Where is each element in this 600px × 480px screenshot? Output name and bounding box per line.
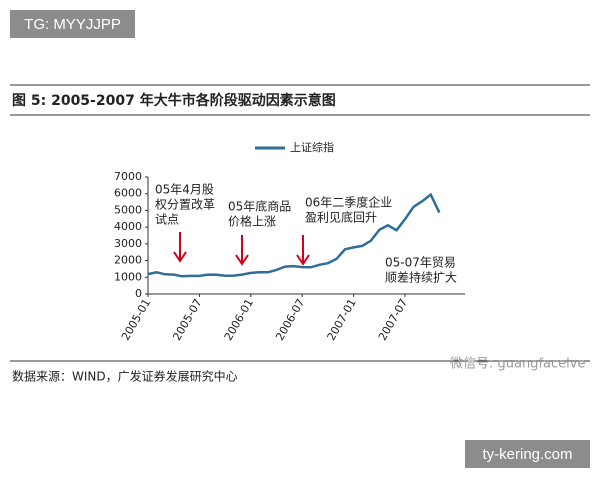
y-tick-label: 2000 xyxy=(114,254,142,267)
footer-badge: ty-kering.com xyxy=(465,440,590,468)
annotation: 05-07年贸易 xyxy=(385,256,456,270)
x-tick-label: 2006-07 xyxy=(273,297,307,343)
legend-label: 上证综指 xyxy=(290,140,334,154)
annotation: 05年4月股 xyxy=(155,183,214,197)
annotation: 盈利见底回升 xyxy=(305,210,377,225)
y-tick-label: 3000 xyxy=(114,237,142,250)
y-tick-label: 5000 xyxy=(114,203,142,216)
annotation: 价格上涨 xyxy=(228,214,276,229)
badge: TG: MYYJJPP xyxy=(10,10,135,38)
annotation: 权分置改革 xyxy=(155,198,215,212)
annotation: 05年底商品 xyxy=(228,199,291,214)
x-tick-label: 2006-01 xyxy=(222,297,256,343)
x-tick-label: 2007-07 xyxy=(376,297,410,343)
source: 数据来源：WIND，广发证券发展研究中心 xyxy=(12,369,238,384)
y-tick-label: 7000 xyxy=(114,170,142,183)
arrows xyxy=(173,232,310,266)
y-tick-label: 1000 xyxy=(114,270,142,283)
chart-title: 图 5: 2005-2007 年大牛市各阶段驱动因素示意图 xyxy=(12,92,336,109)
x-tick-label: 2007-01 xyxy=(325,297,359,343)
annotation: 顺差持续扩大 xyxy=(385,270,457,285)
annotation: 试点 xyxy=(155,212,179,227)
line xyxy=(147,192,441,278)
x-tick-label: 2005-07 xyxy=(170,297,204,343)
y-tick-label: 4000 xyxy=(114,220,142,233)
y-tick-label: 0 xyxy=(135,287,142,300)
y-tick-label: 6000 xyxy=(114,187,142,200)
watermark: 微信号: guangfacelve xyxy=(450,357,585,372)
annotation: 06年二季度企业 xyxy=(305,195,392,210)
x-tick-label: 2005-01 xyxy=(119,297,153,343)
